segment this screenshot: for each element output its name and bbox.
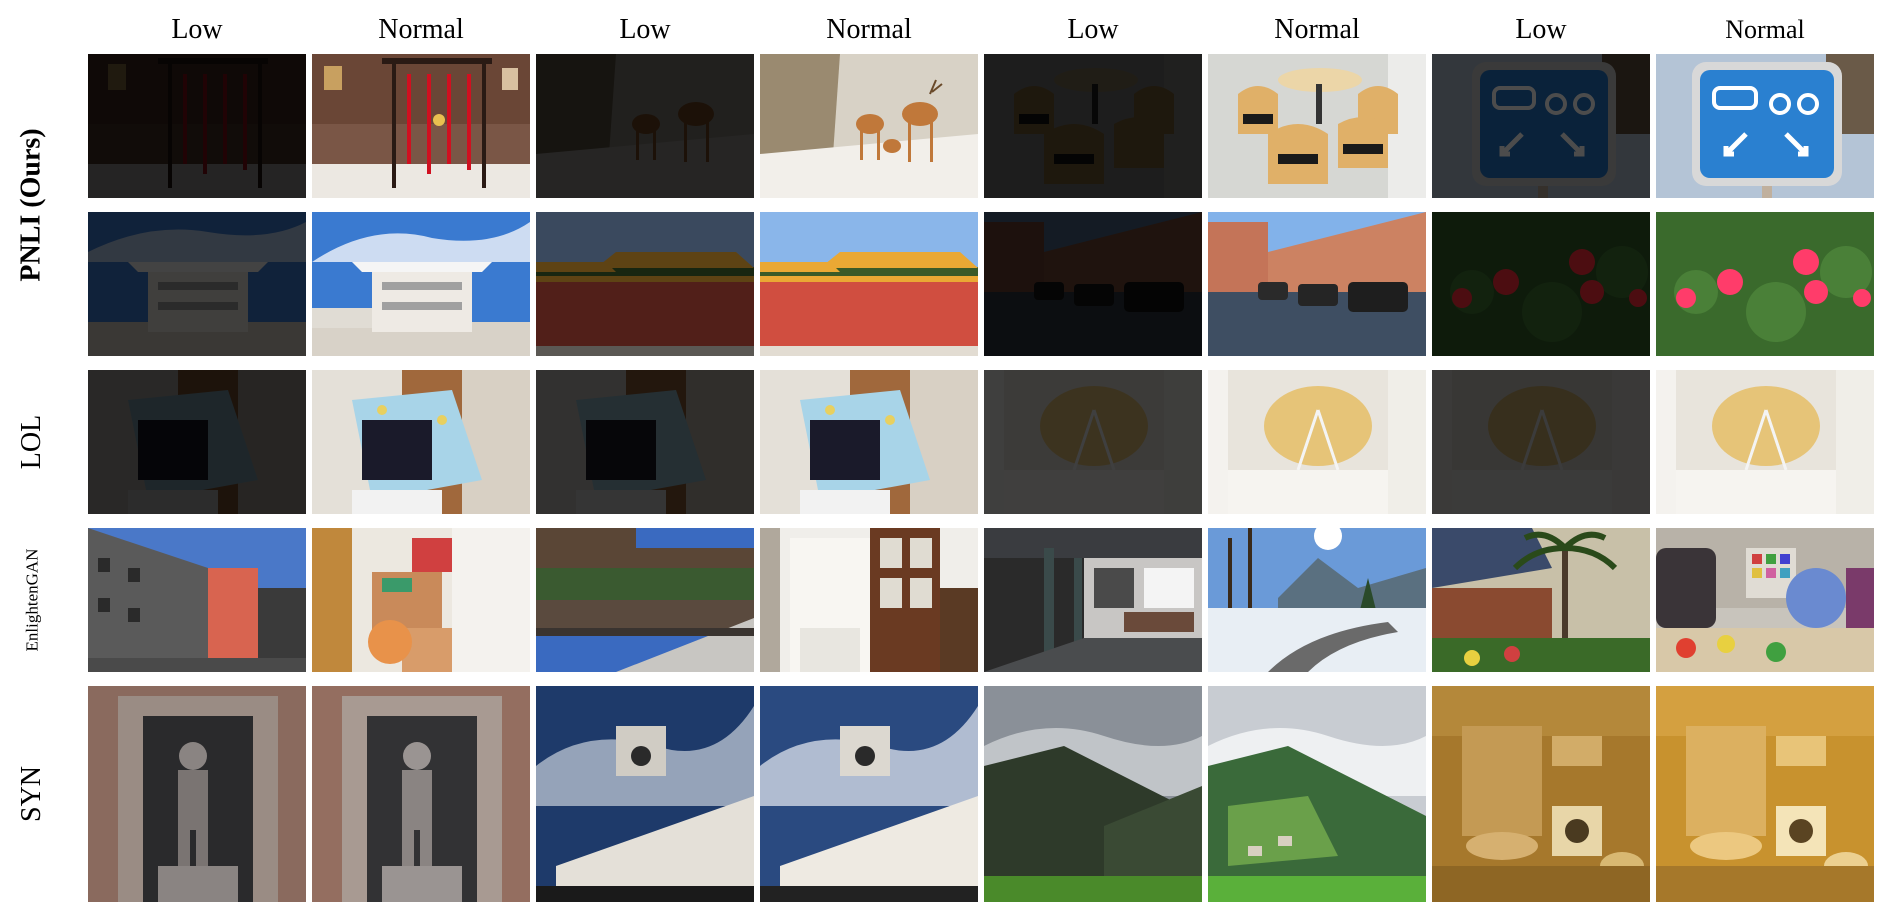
column-header-8: Normal: [1725, 15, 1805, 44]
row-label-lol-text: LOL: [16, 414, 47, 470]
image-enlightengan-street: [88, 528, 306, 672]
image-syn-statue-normal: [312, 686, 530, 902]
image-pnli-chairs-normal: [1208, 54, 1426, 198]
column-header-6: Normal: [1274, 14, 1360, 45]
image-enlightengan-corridor: [984, 528, 1202, 672]
image-pnli-sign-low: [1432, 54, 1650, 198]
image-enlightengan-arcade: [536, 528, 754, 672]
image-syn-statue-low: [88, 686, 306, 902]
image-enlightengan-palm-yard: [1432, 528, 1650, 672]
image-pnli-knots-low: [88, 54, 306, 198]
row-label-syn: SYN: [10, 686, 54, 902]
image-pnli-building-normal: [312, 212, 530, 356]
image-lol-box-normal-1: [312, 370, 530, 514]
row-label-enlightengan: EnlightenGAN: [10, 528, 54, 672]
image-syn-bathroom-low: [1432, 686, 1650, 902]
image-syn-mountain-low: [984, 686, 1202, 902]
image-pnli-building-low: [88, 212, 306, 356]
image-pnli-chairs-low: [984, 54, 1202, 198]
image-lol-box-low-1: [88, 370, 306, 514]
column-header-2: Normal: [378, 14, 464, 45]
row-label-syn-text: SYN: [16, 765, 48, 823]
image-enlightengan-snow-road: [1208, 528, 1426, 672]
image-enlightengan-boxes: [312, 528, 530, 672]
image-pnli-cars-low: [984, 212, 1202, 356]
row-label-pnli: PNLI (Ours): [10, 54, 54, 356]
column-header-3: Low: [619, 14, 671, 45]
column-header-7: Low: [1515, 14, 1567, 45]
image-syn-bathroom-normal: [1656, 686, 1874, 902]
image-lol-cake-normal-2: [1656, 370, 1874, 514]
image-pnli-palace-low: [536, 212, 754, 356]
image-pnli-palace-normal: [760, 212, 978, 356]
row-label-lol: LOL: [10, 370, 54, 514]
column-header-4: Normal: [826, 14, 912, 45]
image-syn-mountain-normal: [1208, 686, 1426, 902]
row-label-pnli-text: PNLI (Ours): [16, 128, 48, 282]
image-lol-cake-low-1: [984, 370, 1202, 514]
image-lol-box-low-2: [536, 370, 754, 514]
column-header-5: Low: [1067, 14, 1119, 45]
image-enlightengan-toys: [1656, 528, 1874, 672]
image-pnli-deer-low: [536, 54, 754, 198]
image-syn-clocktower-normal: [760, 686, 978, 902]
column-header-1: Low: [171, 14, 223, 45]
row-label-enlightengan-text: EnlightenGAN: [22, 548, 41, 652]
image-enlightengan-doorway: [760, 528, 978, 672]
image-lol-cake-low-2: [1432, 370, 1650, 514]
image-pnli-deer-normal: [760, 54, 978, 198]
image-lol-cake-normal-1: [1208, 370, 1426, 514]
image-pnli-cars-normal: [1208, 212, 1426, 356]
image-pnli-sign-normal: [1656, 54, 1874, 198]
image-pnli-roses-low: [1432, 212, 1650, 356]
image-lol-box-normal-2: [760, 370, 978, 514]
image-syn-clocktower-low: [536, 686, 754, 902]
image-pnli-knots-normal: [312, 54, 530, 198]
image-pnli-roses-normal: [1656, 212, 1874, 356]
